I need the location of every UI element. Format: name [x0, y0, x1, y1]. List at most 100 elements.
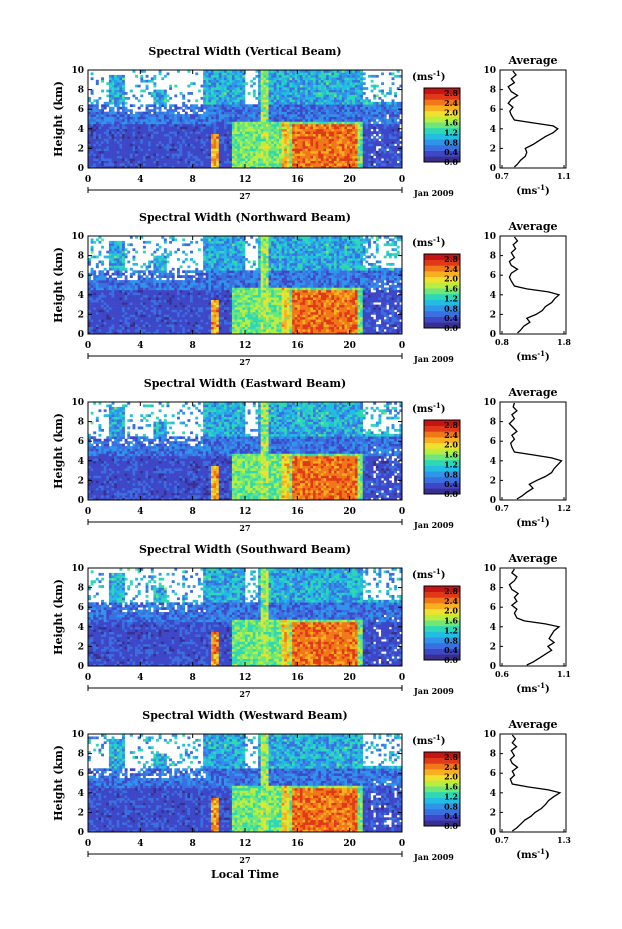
heatmap-cell: [250, 163, 253, 166]
heatmap-cell: [132, 329, 135, 332]
heatmap-cell: [148, 314, 151, 317]
heatmap-cell: [180, 134, 183, 137]
heatmap-cell: [365, 148, 368, 151]
heatmap-cell: [300, 112, 303, 115]
heatmap-cell: [151, 295, 154, 298]
heatmap-cell: [250, 136, 253, 139]
heatmap-cell: [91, 139, 94, 142]
heatmap-cell: [130, 117, 133, 120]
heatmap-cell: [195, 148, 198, 151]
heatmap-cell: [261, 95, 264, 98]
heatmap-cell: [153, 278, 156, 281]
heatmap-cell: [248, 161, 251, 164]
heatmap-cell: [130, 156, 133, 159]
heatmap-cell: [365, 124, 368, 127]
heatmap-cell: [112, 90, 115, 93]
heatmap-cell: [214, 85, 217, 88]
heatmap-cell: [140, 290, 143, 293]
heatmap-cell: [253, 124, 256, 127]
heatmap-cell: [146, 124, 149, 127]
heatmap-cell: [109, 141, 112, 144]
heatmap-cell: [253, 151, 256, 154]
heatmap-cell: [211, 161, 214, 164]
heatmap-cell: [331, 146, 334, 149]
heatmap-cell: [109, 302, 112, 305]
heatmap-cell: [153, 327, 156, 330]
heatmap-cell: [266, 112, 269, 115]
heatmap-cell: [313, 161, 316, 164]
heatmap-cell: [101, 77, 104, 80]
heatmap-cell: [174, 119, 177, 122]
heatmap-cell: [381, 102, 384, 105]
heatmap-cell: [282, 114, 285, 117]
heatmap-cell: [245, 156, 248, 159]
heatmap-cell: [310, 151, 313, 154]
heatmap-cell: [266, 99, 269, 102]
heatmap-cell: [258, 153, 261, 156]
heatmap-cell: [159, 324, 162, 327]
heatmap-cell: [140, 317, 143, 320]
heatmap-cell: [216, 121, 219, 124]
heatmap-cell: [167, 139, 170, 142]
heatmap-cell: [276, 129, 279, 132]
heatmap-cell: [146, 283, 149, 286]
heatmap-cell: [148, 144, 151, 147]
heatmap-cell: [316, 151, 319, 154]
heatmap-cell: [363, 131, 366, 134]
heatmap-cell: [135, 283, 138, 286]
heatmap-cell: [384, 158, 387, 161]
colorbar-tick-label: 2.0: [444, 108, 458, 118]
heatmap-cell: [271, 82, 274, 85]
heatmap-cell: [106, 287, 109, 290]
heatmap-cell: [153, 124, 156, 127]
heatmap-cell: [331, 92, 334, 95]
heatmap-cell: [316, 134, 319, 137]
heatmap-cell: [240, 121, 243, 124]
heatmap-cell: [112, 124, 115, 127]
heatmap-cell: [109, 314, 112, 317]
heatmap-cell: [143, 307, 146, 310]
heatmap-cell: [91, 280, 94, 283]
heatmap-cell: [376, 161, 379, 164]
heatmap-cell: [250, 146, 253, 149]
profile-y-tick-label: 4: [490, 125, 496, 135]
heatmap-cell: [148, 302, 151, 305]
heatmap-cell: [106, 114, 109, 117]
heatmap-cell: [125, 131, 128, 134]
heatmap-cell: [376, 126, 379, 129]
heatmap-cell: [203, 107, 206, 110]
heatmap-cell: [232, 148, 235, 151]
heatmap-cell: [119, 117, 122, 120]
heatmap-cell: [109, 275, 112, 278]
heatmap-cell: [224, 139, 227, 142]
heatmap-cell: [221, 90, 224, 93]
heatmap-cell: [344, 146, 347, 149]
heatmap-cell: [206, 75, 209, 78]
heatmap-cell: [310, 163, 313, 166]
heatmap-cell: [146, 314, 149, 317]
heatmap-cell: [208, 92, 211, 95]
heatmap-cell: [182, 121, 185, 124]
heatmap-cell: [117, 324, 120, 327]
heatmap-cell: [344, 163, 347, 166]
heatmap-cell: [138, 317, 141, 320]
heatmap-cell: [104, 107, 107, 110]
heatmap-cell: [339, 163, 342, 166]
heatmap-cell: [143, 117, 146, 120]
heatmap-cell: [303, 117, 306, 120]
heatmap-cell: [112, 283, 115, 286]
heatmap-cell: [153, 75, 156, 78]
heatmap-cell: [112, 146, 115, 149]
heatmap-cell: [101, 153, 104, 156]
heatmap-cell: [276, 112, 279, 115]
heatmap-cell: [394, 75, 397, 78]
heatmap-cell: [344, 109, 347, 112]
heatmap-cell: [151, 156, 154, 159]
heatmap-cell: [279, 97, 282, 100]
heatmap-cell: [258, 156, 261, 159]
heatmap-cell: [140, 283, 143, 286]
heatmap-cell: [132, 146, 135, 149]
heatmap-cell: [229, 114, 232, 117]
heatmap-cell: [329, 144, 332, 147]
heatmap-cell: [127, 153, 130, 156]
